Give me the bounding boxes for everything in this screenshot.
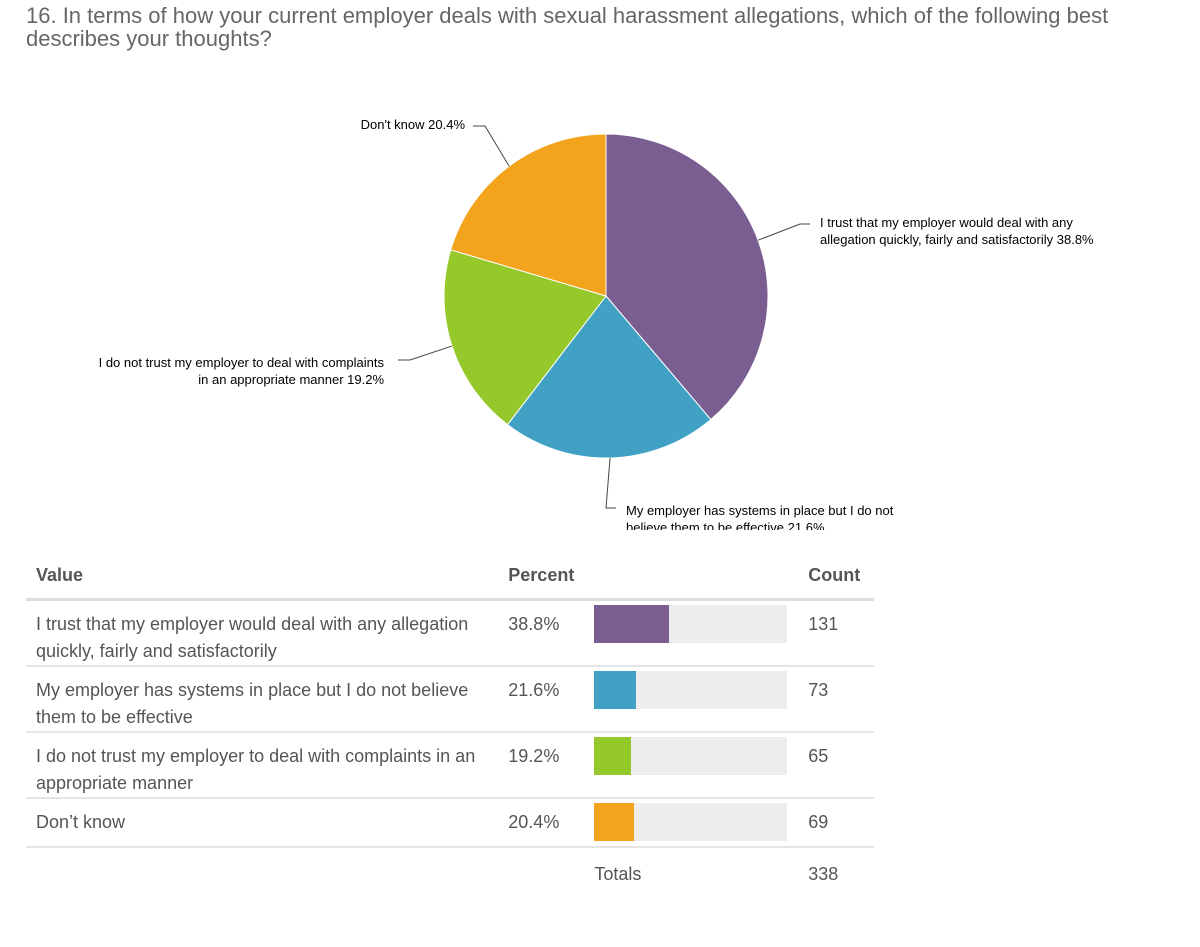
row-count: 131: [798, 599, 874, 667]
pie-label-line: My employer has systems in place but I d…: [626, 503, 894, 518]
pie-label-line: I trust that my employer would deal with…: [820, 215, 1073, 230]
pie-label: My employer has systems in place but I d…: [626, 503, 894, 530]
pie-label-line: allegation quickly, fairly and satisfact…: [820, 232, 1094, 247]
row-count: 69: [798, 798, 874, 848]
row-bar: [584, 798, 799, 848]
pie-label: I do not trust my employer to deal with …: [99, 355, 385, 387]
pie-label-line: Don't know 20.4%: [361, 117, 466, 132]
row-percent: 38.8%: [498, 599, 585, 667]
pie-slice: [443, 249, 607, 426]
totals-count: 338: [808, 864, 839, 884]
pie-label-line: I do not trust my employer to deal with …: [99, 355, 385, 370]
bar-fill: [594, 605, 670, 643]
row-percent: 19.2%: [498, 732, 585, 799]
totals-row: Totals 338: [26, 847, 874, 911]
pie-label: I trust that my employer would deal with…: [820, 215, 1094, 247]
row-count: 73: [798, 666, 874, 733]
header-value: Value: [26, 552, 499, 601]
bar-track: [594, 605, 788, 643]
pie-label-line: in an appropriate manner 19.2%: [198, 372, 384, 387]
pie-leader-line: [757, 223, 810, 241]
row-count: 65: [798, 732, 874, 799]
bar-track: [594, 671, 788, 709]
table-row: I do not trust my employer to deal with …: [26, 732, 874, 799]
row-bar: [584, 599, 799, 667]
table-row: I trust that my employer would deal with…: [26, 599, 874, 667]
totals-label: Totals: [594, 864, 642, 884]
pie-chart: I trust that my employer would deal with…: [99, 117, 1094, 530]
pie-leader-line: [473, 125, 510, 167]
bar-fill: [594, 737, 632, 775]
bar-track: [594, 803, 788, 841]
row-value: I do not trust my employer to deal with …: [26, 732, 499, 799]
table-row: My employer has systems in place but I d…: [26, 666, 874, 733]
row-percent: 21.6%: [498, 666, 585, 733]
bar-fill: [594, 803, 634, 841]
row-bar: [584, 732, 799, 799]
results-table: Value Percent Count I trust that my empl…: [26, 552, 874, 911]
header-bar: [584, 552, 799, 601]
row-bar: [584, 666, 799, 733]
pie-label: Don't know 20.4%: [361, 117, 466, 132]
bar-fill: [594, 671, 637, 709]
row-value: My employer has systems in place but I d…: [26, 666, 499, 733]
question-title: 16. In terms of how your current employe…: [26, 3, 1109, 51]
row-value: I trust that my employer would deal with…: [26, 599, 499, 667]
header-count: Count: [798, 552, 874, 601]
table-row: Don’t know 20.4% 69: [26, 798, 874, 848]
header-percent: Percent: [498, 552, 585, 601]
row-percent: 20.4%: [498, 798, 585, 848]
row-value: Don’t know: [26, 798, 499, 848]
pie-label-line: believe them to be effective 21.6%: [626, 520, 825, 530]
pie-leader-line: [398, 345, 453, 361]
bar-track: [594, 737, 788, 775]
table-header-row: Value Percent Count: [26, 552, 874, 601]
pie-slice: [506, 295, 712, 459]
pie-leader-line: [605, 457, 616, 509]
